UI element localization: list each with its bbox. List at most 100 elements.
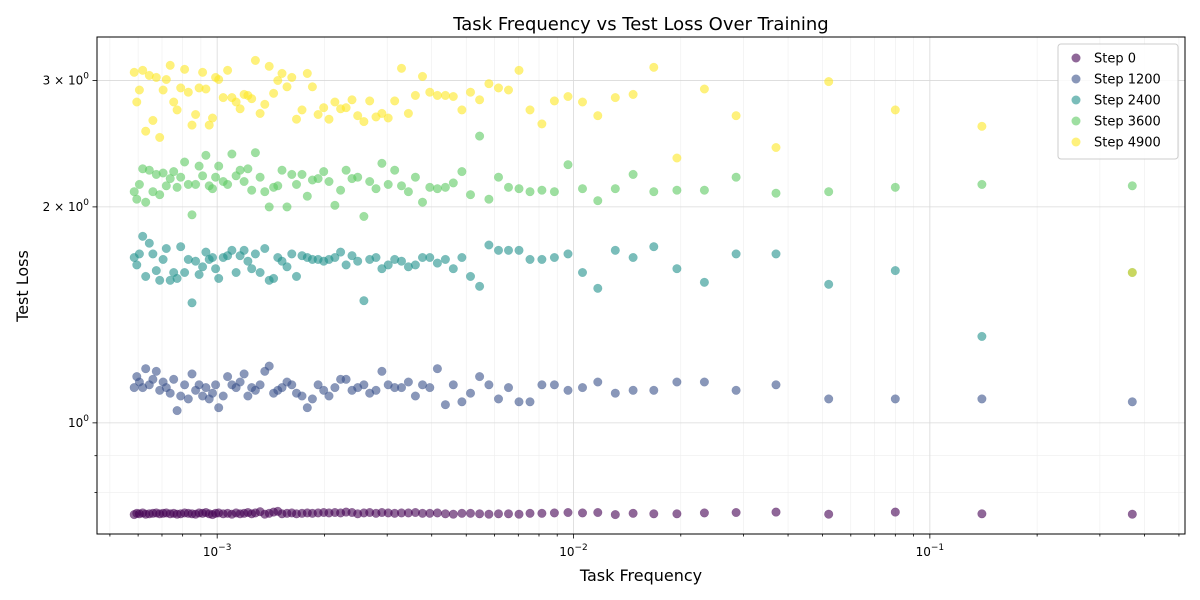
data-point <box>403 377 413 387</box>
data-point <box>287 380 297 390</box>
data-point <box>155 275 165 285</box>
data-point <box>161 74 171 85</box>
data-point <box>187 369 197 379</box>
data-point <box>155 190 165 200</box>
data-point <box>255 108 265 118</box>
data-point <box>383 260 393 270</box>
data-point <box>977 394 987 404</box>
data-point <box>610 184 620 194</box>
data-point <box>390 96 400 106</box>
data-point <box>180 157 190 167</box>
data-point <box>359 117 369 127</box>
data-point <box>169 167 179 177</box>
data-point <box>291 114 302 124</box>
data-point <box>319 385 329 395</box>
data-point <box>465 388 476 398</box>
legend-label: Step 4900 <box>1094 136 1161 151</box>
data-point <box>227 245 237 255</box>
data-point <box>365 176 375 187</box>
data-point <box>302 403 312 413</box>
legend-box <box>1057 43 1179 160</box>
data-point <box>250 148 260 158</box>
data-point <box>141 364 151 374</box>
data-point <box>448 178 458 188</box>
data-point <box>341 165 351 175</box>
data-point <box>771 380 781 390</box>
data-point <box>158 254 168 264</box>
data-point <box>336 247 346 257</box>
data-point <box>330 383 340 393</box>
data-point <box>235 377 245 387</box>
data-point <box>493 245 504 255</box>
y-tick-label: 2 × 100 <box>43 198 90 214</box>
data-point <box>525 105 535 115</box>
data-point <box>448 380 458 390</box>
data-point <box>218 93 228 103</box>
data-point <box>302 191 312 201</box>
data-point <box>214 161 224 171</box>
data-point <box>297 105 307 115</box>
data-point <box>277 256 287 266</box>
data-point <box>243 256 253 266</box>
data-point <box>503 85 514 95</box>
data-point <box>207 113 218 123</box>
data-point <box>577 184 588 194</box>
data-point <box>593 196 603 206</box>
data-point <box>457 397 467 407</box>
data-point <box>151 366 161 376</box>
data-point <box>353 172 363 182</box>
data-point <box>457 105 467 115</box>
data-point <box>448 509 458 519</box>
data-point <box>396 181 407 191</box>
data-point <box>187 120 197 130</box>
data-point <box>440 254 450 264</box>
data-point <box>593 507 603 518</box>
data-point <box>359 296 369 306</box>
data-point <box>138 231 148 241</box>
data-point <box>425 508 435 518</box>
data-point <box>1127 181 1137 191</box>
data-point <box>247 94 257 104</box>
data-point <box>214 273 224 283</box>
data-point <box>440 90 450 100</box>
data-point <box>129 67 139 77</box>
data-point <box>269 273 279 283</box>
data-point <box>649 509 659 519</box>
data-point <box>187 210 197 220</box>
data-point <box>425 383 435 393</box>
data-point <box>191 256 201 266</box>
data-point <box>824 509 834 519</box>
data-point <box>484 380 494 390</box>
data-point <box>699 84 709 94</box>
data-point <box>628 89 638 99</box>
data-point <box>291 179 302 189</box>
data-point <box>403 187 413 197</box>
data-point <box>134 179 144 189</box>
data-point <box>514 509 524 519</box>
data-point <box>731 172 741 182</box>
data-point <box>448 264 458 274</box>
data-point <box>132 260 142 270</box>
data-point <box>432 508 442 518</box>
data-point <box>525 254 535 264</box>
series-step-1200 <box>129 361 1137 416</box>
data-point <box>410 90 420 100</box>
data-point <box>297 169 307 179</box>
data-point <box>132 97 142 107</box>
data-point <box>484 79 494 89</box>
data-point <box>172 182 182 192</box>
data-point <box>194 161 204 171</box>
data-point <box>341 103 351 113</box>
legend-marker <box>1071 95 1081 105</box>
data-point <box>417 197 428 207</box>
data-point <box>410 260 420 270</box>
data-point <box>396 383 407 393</box>
data-point <box>201 247 211 257</box>
data-point <box>231 267 241 278</box>
data-point <box>440 400 450 410</box>
data-point <box>347 95 357 105</box>
data-point <box>448 91 458 102</box>
data-point <box>264 361 274 371</box>
data-point <box>396 63 407 73</box>
data-point <box>191 179 201 189</box>
